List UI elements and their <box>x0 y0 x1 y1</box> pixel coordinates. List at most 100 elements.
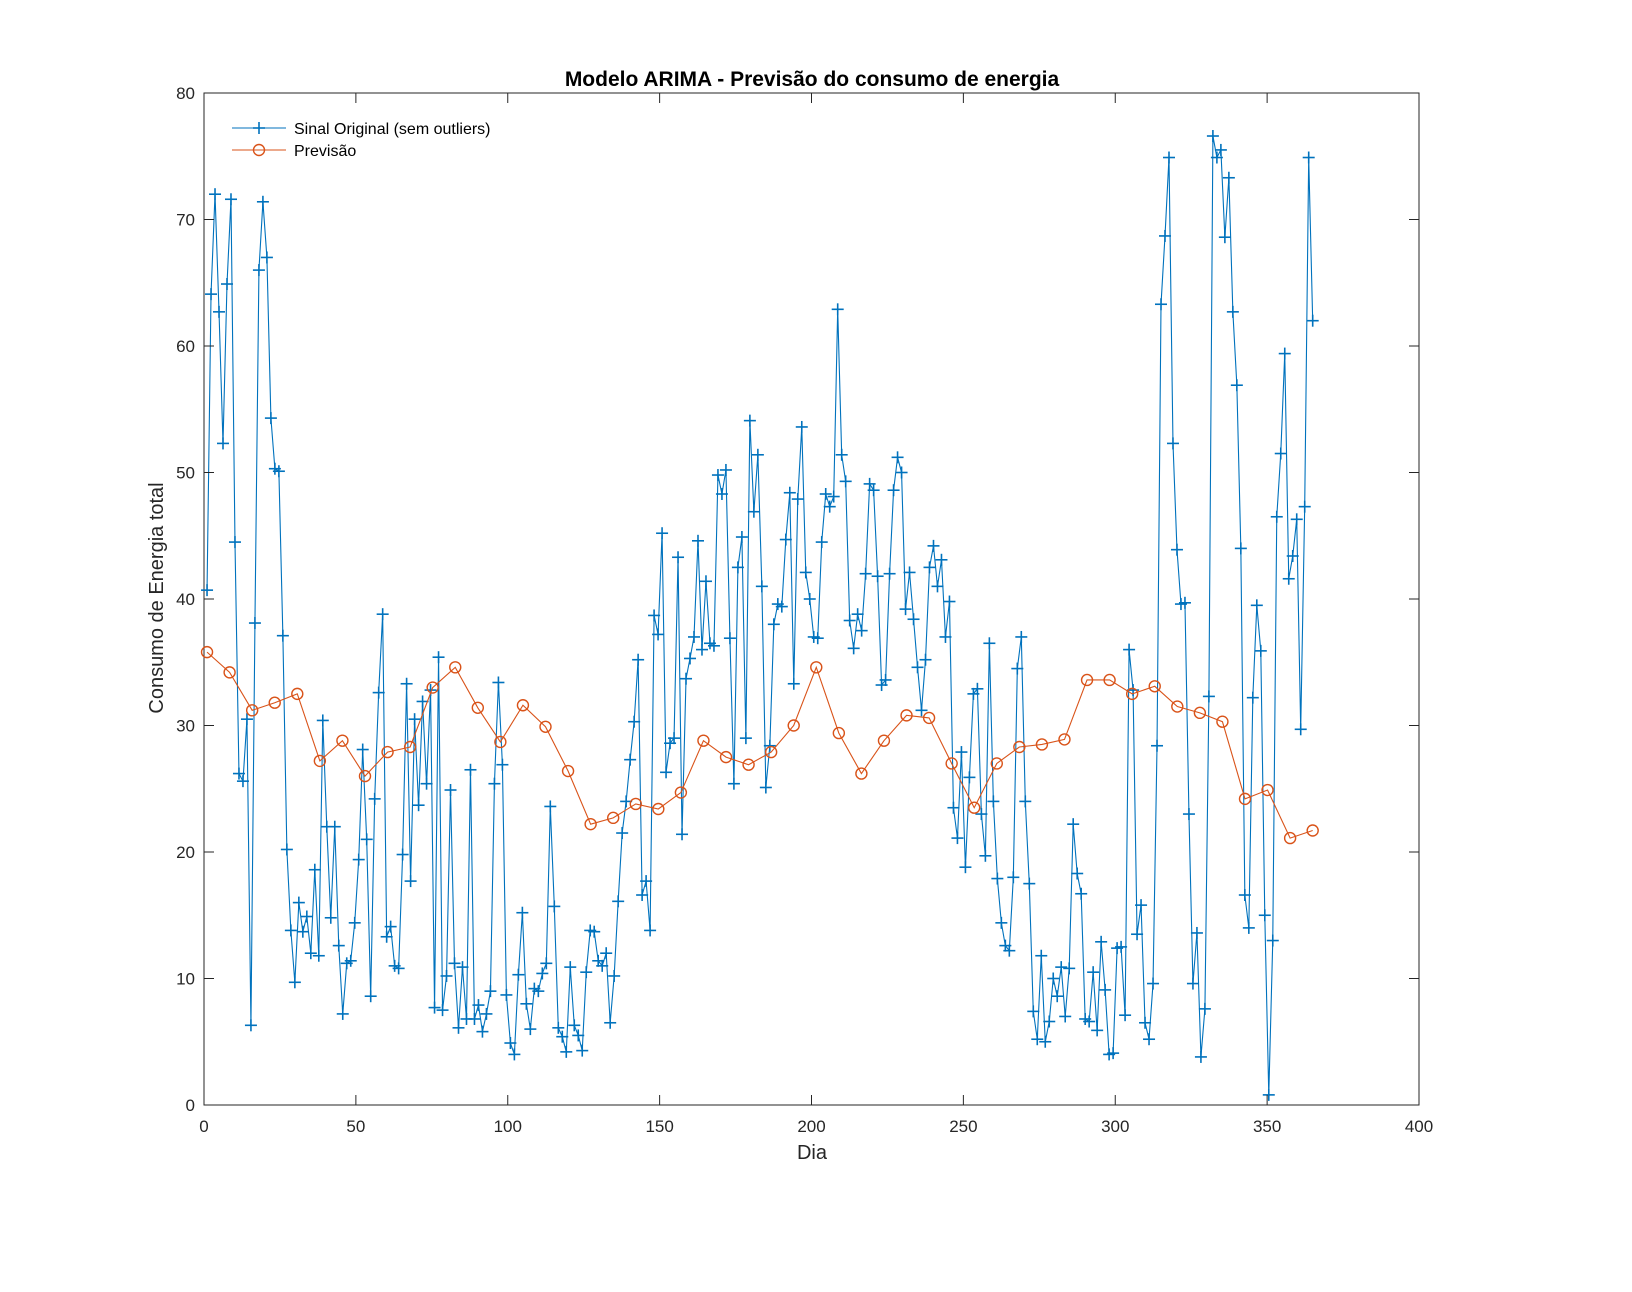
x-axis: 0 50 100 150 200 250 300 350 400 <box>199 93 1433 1136</box>
data-point <box>959 861 972 874</box>
data-point <box>300 910 313 923</box>
data-point <box>640 875 653 888</box>
data-point <box>268 696 281 709</box>
data-point <box>436 1004 449 1017</box>
data-point <box>449 661 462 674</box>
data-point <box>1230 379 1243 392</box>
data-point <box>1148 680 1161 693</box>
data-point <box>512 968 525 981</box>
data-point <box>1107 1047 1120 1060</box>
data-point <box>471 701 485 714</box>
data-point <box>628 715 641 728</box>
data-point <box>1283 831 1297 845</box>
y-tick-label: 80 <box>176 84 195 103</box>
data-point <box>719 463 732 476</box>
data-point <box>408 713 421 726</box>
data-point <box>1302 151 1315 164</box>
data-point <box>1193 706 1207 720</box>
data-point <box>847 642 860 655</box>
data-point <box>1087 966 1100 979</box>
data-point <box>504 1037 517 1050</box>
data-point <box>1170 543 1183 556</box>
data-point <box>256 195 269 208</box>
data-point <box>536 967 549 980</box>
data-point <box>759 781 772 794</box>
data-point <box>596 959 609 972</box>
data-point <box>494 735 507 749</box>
data-point <box>1147 977 1160 990</box>
data-point <box>919 653 932 666</box>
data-point <box>264 412 277 425</box>
data-point <box>556 1030 569 1043</box>
data-point <box>648 609 661 622</box>
data-point <box>1182 808 1195 821</box>
data-point <box>428 1001 441 1014</box>
x-tick-label: 0 <box>199 1117 208 1136</box>
data-point <box>1198 1002 1211 1015</box>
data-point <box>1125 687 1139 701</box>
data-point <box>1274 447 1287 460</box>
data-point <box>1143 1033 1156 1046</box>
data-point <box>1091 1024 1104 1037</box>
data-point <box>1254 644 1267 657</box>
data-point <box>1035 738 1049 751</box>
data-point <box>1055 961 1068 974</box>
data-point <box>228 536 241 549</box>
data-point <box>600 947 613 960</box>
data-point <box>676 828 689 841</box>
data-point <box>990 757 1003 770</box>
data-point <box>668 732 681 745</box>
data-point <box>392 962 405 975</box>
series-line <box>206 135 1314 1095</box>
data-point <box>735 531 748 544</box>
data-point <box>476 1025 489 1038</box>
series-original <box>201 130 1319 1101</box>
data-point <box>296 925 309 938</box>
data-point <box>432 651 445 664</box>
data-point <box>272 465 285 478</box>
data-point <box>1080 673 1094 687</box>
x-tick-label: 100 <box>494 1117 522 1136</box>
data-point <box>803 593 816 605</box>
data-point <box>516 906 529 919</box>
data-point <box>1171 700 1184 713</box>
data-point <box>987 795 1000 808</box>
data-point <box>1013 740 1026 754</box>
data-point <box>1194 1050 1207 1063</box>
data-point <box>336 1007 349 1020</box>
data-point <box>448 957 461 970</box>
data-point <box>727 777 740 790</box>
data-point <box>1166 437 1179 450</box>
legend-label: Previsão <box>294 143 356 160</box>
data-point <box>1306 824 1319 837</box>
data-point <box>945 757 958 770</box>
data-point <box>832 726 846 740</box>
data-point <box>742 758 755 771</box>
data-point <box>1027 1005 1040 1018</box>
data-point <box>695 643 708 656</box>
data-point <box>1011 662 1024 675</box>
data-point <box>606 811 620 825</box>
data-point <box>217 437 230 450</box>
data-point <box>496 758 509 771</box>
data-point <box>516 699 530 712</box>
data-point <box>248 617 261 630</box>
data-point <box>1290 513 1303 526</box>
data-point <box>787 719 800 732</box>
data-point <box>324 911 337 924</box>
data-point <box>560 1045 573 1058</box>
data-point <box>1099 983 1112 996</box>
data-point <box>672 551 685 564</box>
data-point <box>561 764 575 778</box>
data-point <box>1139 1016 1152 1029</box>
data-point <box>548 900 561 913</box>
data-point <box>1210 151 1223 164</box>
y-tick-label: 40 <box>176 590 195 609</box>
data-point <box>879 673 892 686</box>
data-point <box>608 969 621 982</box>
data-point <box>1178 596 1191 609</box>
data-point <box>731 561 744 574</box>
data-point <box>572 1029 585 1042</box>
data-point <box>1282 572 1295 585</box>
data-point <box>1123 643 1136 656</box>
